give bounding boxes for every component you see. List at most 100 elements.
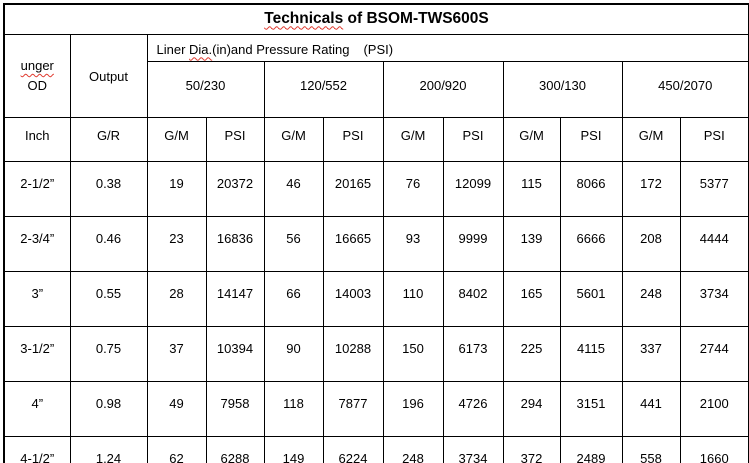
- cell-psi: 2744: [679, 326, 749, 382]
- cell-gm: 118: [263, 381, 324, 437]
- cell-psi: 14003: [322, 271, 384, 327]
- cell-gm: 110: [382, 271, 444, 327]
- cell-gm: 337: [621, 326, 681, 382]
- cell-gm: 56: [263, 216, 324, 272]
- unit-header-psi-0: PSI: [205, 117, 265, 162]
- cell-gm: 23: [146, 216, 207, 272]
- cell-gm: 149: [263, 436, 324, 463]
- cell-psi: 12099: [442, 161, 504, 217]
- header-row-liner: unger OD Output Liner Dia.(in)and Pressu…: [3, 34, 749, 118]
- cell-gm: 372: [502, 436, 561, 463]
- unit-header-gm-0: G/M: [146, 117, 207, 162]
- title-row: Technicals of BSOM-TWS600S: [3, 3, 749, 35]
- od-label-line1: unger: [20, 58, 54, 73]
- table-row: 2-3/4” 0.46 23 16836 56 16665 93 9999 13…: [3, 216, 749, 272]
- cell-psi: 6224: [322, 436, 384, 463]
- cell-gm: 28: [146, 271, 207, 327]
- cell-psi: 20372: [205, 161, 265, 217]
- cell-gr: 0.98: [69, 381, 148, 437]
- group-header-0: 50/230: [146, 61, 265, 118]
- cell-inch: 3”: [3, 271, 71, 327]
- title-misspelled-word: Technicals: [264, 9, 344, 27]
- cell-inch: 3-1/2”: [3, 326, 71, 382]
- cell-gm: 90: [263, 326, 324, 382]
- cell-gm: 150: [382, 326, 444, 382]
- cell-psi: 5601: [559, 271, 623, 327]
- cell-gm: 225: [502, 326, 561, 382]
- cell-psi: 3151: [559, 381, 623, 437]
- unit-header-gm-1: G/M: [263, 117, 324, 162]
- cell-psi: 4726: [442, 381, 504, 437]
- cell-gr: 1.24: [69, 436, 148, 463]
- cell-psi: 3734: [679, 271, 749, 327]
- group-header-2: 200/920: [382, 61, 504, 118]
- cell-psi: 6666: [559, 216, 623, 272]
- cell-inch: 4”: [3, 381, 71, 437]
- unit-header-gr: G/R: [69, 117, 148, 162]
- cell-gm: 115: [502, 161, 561, 217]
- unit-header-gm-2: G/M: [382, 117, 444, 162]
- unit-header-inch: Inch: [3, 117, 71, 162]
- cell-inch: 4-1/2”: [3, 436, 71, 463]
- cell-gm: 76: [382, 161, 444, 217]
- group-header-3: 300/130: [502, 61, 623, 118]
- output-header-cell: Output: [69, 34, 148, 118]
- cell-psi: 14147: [205, 271, 265, 327]
- cell-gr: 0.75: [69, 326, 148, 382]
- table-row: 3” 0.55 28 14147 66 14003 110 8402 165 5…: [3, 271, 749, 327]
- liner-header-cell: Liner Dia.(in)and Pressure Rating (PSI): [146, 34, 749, 62]
- group-header-1: 120/552: [263, 61, 384, 118]
- cell-psi: 8402: [442, 271, 504, 327]
- cell-psi: 10288: [322, 326, 384, 382]
- od-header-cell: unger OD: [3, 34, 71, 118]
- cell-gm: 441: [621, 381, 681, 437]
- cell-psi: 1660: [679, 436, 749, 463]
- cell-psi: 6173: [442, 326, 504, 382]
- cell-psi: 16836: [205, 216, 265, 272]
- header-row-groups: 50/230 120/552 200/920 300/130 450/2070: [4, 61, 749, 118]
- table-row: 2-1/2” 0.38 19 20372 46 20165 76 12099 1…: [3, 161, 749, 217]
- liner-suffix: (in)and Pressure Rating: [212, 41, 350, 57]
- od-label-line2: OD: [27, 78, 48, 93]
- cell-gm: 196: [382, 381, 444, 437]
- cell-psi: 20165: [322, 161, 384, 217]
- unit-header-gm-4: G/M: [621, 117, 681, 162]
- cell-psi: 4444: [679, 216, 749, 272]
- cell-gm: 93: [382, 216, 444, 272]
- cell-gr: 0.55: [69, 271, 148, 327]
- cell-psi: 9999: [442, 216, 504, 272]
- table-row: 3-1/2” 0.75 37 10394 90 10288 150 6173 2…: [3, 326, 749, 382]
- table-row: 4” 0.98 49 7958 118 7877 196 4726 294 31…: [3, 381, 749, 437]
- unit-header-psi-1: PSI: [322, 117, 384, 162]
- cell-gm: 172: [621, 161, 681, 217]
- unit-header-gm-3: G/M: [502, 117, 561, 162]
- cell-gm: 19: [146, 161, 207, 217]
- cell-gm: 49: [146, 381, 207, 437]
- cell-psi: 5377: [679, 161, 749, 217]
- cell-gm: 66: [263, 271, 324, 327]
- cell-gm: 62: [146, 436, 207, 463]
- liner-prefix: Liner: [156, 41, 190, 57]
- cell-psi: 7877: [322, 381, 384, 437]
- cell-gr: 0.46: [69, 216, 148, 272]
- unit-header-psi-2: PSI: [442, 117, 504, 162]
- header-row-units: Inch G/R G/M PSI G/M PSI G/M PSI G/M PSI…: [3, 117, 749, 162]
- cell-psi: 6288: [205, 436, 265, 463]
- cell-inch: 2-3/4”: [3, 216, 71, 272]
- cell-psi: 4115: [559, 326, 623, 382]
- cell-gm: 248: [382, 436, 444, 463]
- cell-inch: 2-1/2”: [3, 161, 71, 217]
- liner-misspelled-word: Dia.: [189, 41, 213, 57]
- cell-psi: 10394: [205, 326, 265, 382]
- unit-header-psi-3: PSI: [559, 117, 623, 162]
- group-header-4: 450/2070: [621, 61, 749, 118]
- cell-psi: 2489: [559, 436, 623, 463]
- spec-table: Technicals of BSOM-TWS600S unger OD Outp…: [3, 3, 749, 463]
- cell-gm: 208: [621, 216, 681, 272]
- cell-psi: 2100: [679, 381, 749, 437]
- unit-header-psi-4: PSI: [679, 117, 749, 162]
- cell-gm: 294: [502, 381, 561, 437]
- cell-gm: 248: [621, 271, 681, 327]
- cell-psi: 16665: [322, 216, 384, 272]
- cell-psi: 7958: [205, 381, 265, 437]
